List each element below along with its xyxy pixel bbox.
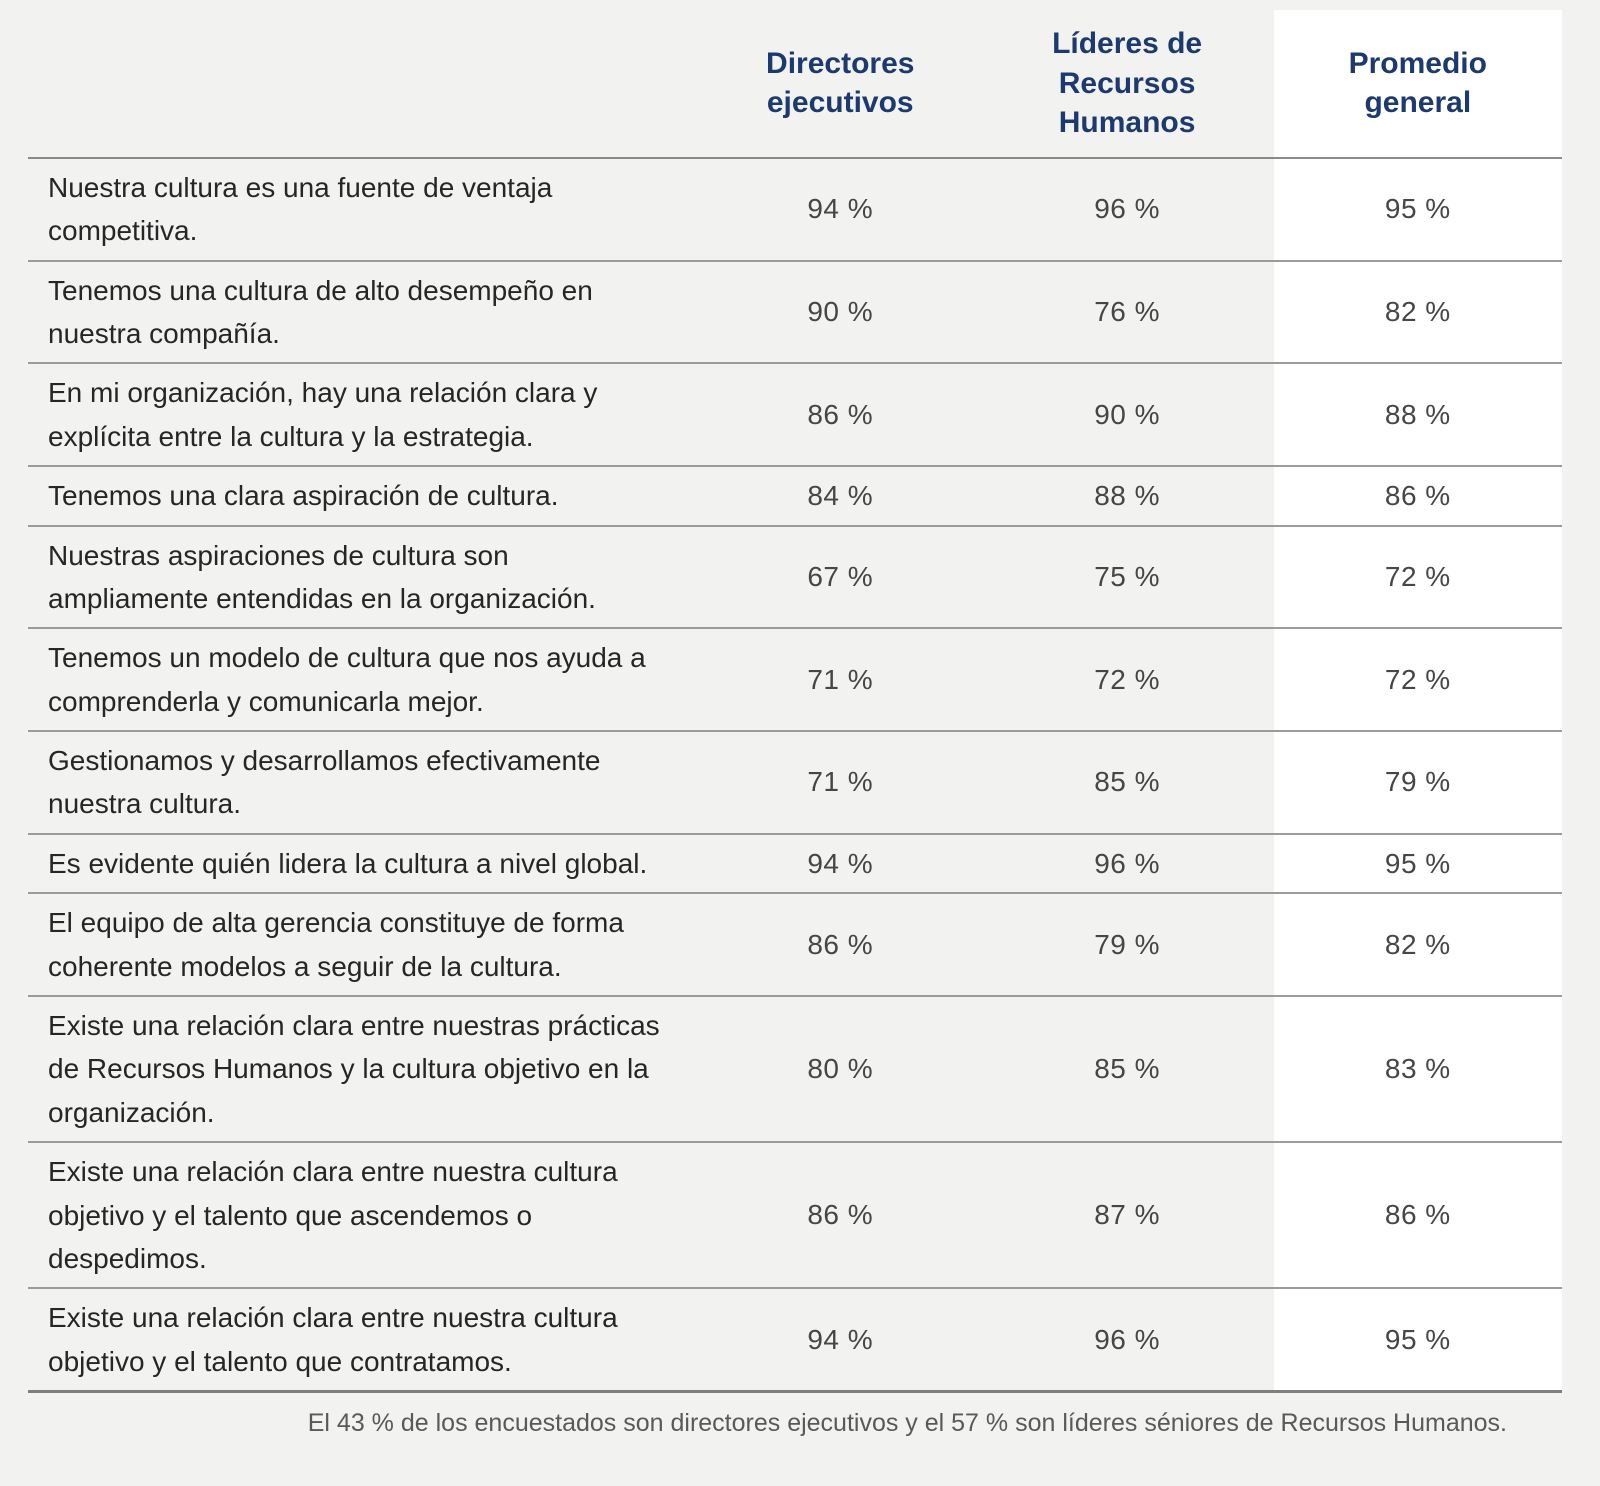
statement-cell: Es evidente quién lidera la cultura a ni…	[28, 832, 700, 894]
ceo-value-cell: 84 %	[699, 465, 981, 526]
hr-value-cell: 90 %	[980, 362, 1274, 467]
table-row: Existe una relación clara entre nuestras…	[28, 995, 1562, 1143]
column-header-statement	[28, 10, 700, 159]
table-row: El equipo de alta gerencia constituye de…	[28, 892, 1562, 997]
ceo-value-cell: 71 %	[699, 730, 981, 834]
avg-value-cell: 95 %	[1273, 832, 1562, 894]
results-table: Directores ejecutivos Líderes de Recurso…	[28, 10, 1562, 1394]
avg-value-cell: 82 %	[1273, 259, 1562, 364]
hr-value-cell: 88 %	[980, 465, 1274, 526]
avg-value-cell: 82 %	[1273, 892, 1562, 997]
avg-value-cell: 72 %	[1273, 524, 1562, 629]
table-row: Nuestras aspiraciones de cultura son amp…	[28, 524, 1562, 629]
table-row: Existe una relación clara entre nuestra …	[28, 1287, 1562, 1392]
statement-cell: El equipo de alta gerencia constituye de…	[28, 892, 700, 997]
ceo-value-cell: 86 %	[699, 892, 981, 997]
ceo-value-cell: 71 %	[699, 627, 981, 732]
column-header-lideres-rrhh: Líderes de Recursos Humanos	[980, 10, 1274, 159]
table-row: En mi organización, hay una relación cla…	[28, 362, 1562, 467]
avg-value-cell: 86 %	[1273, 465, 1562, 526]
table-row: Nuestra cultura es una fuente de ventaja…	[28, 157, 1562, 261]
avg-value-cell: 79 %	[1273, 730, 1562, 834]
hr-value-cell: 87 %	[980, 1141, 1274, 1289]
hr-value-cell: 76 %	[980, 259, 1274, 364]
ceo-value-cell: 86 %	[699, 362, 981, 467]
ceo-value-cell: 86 %	[699, 1141, 981, 1289]
avg-value-cell: 88 %	[1273, 362, 1562, 467]
hr-value-cell: 72 %	[980, 627, 1274, 732]
footnote: El 43 % de los encuestados son directore…	[307, 1409, 1507, 1438]
ceo-value-cell: 90 %	[699, 259, 981, 364]
survey-results-panel: Directores ejecutivos Líderes de Recurso…	[28, 10, 1562, 1438]
statement-cell: Existe una relación clara entre nuestra …	[28, 1287, 700, 1392]
statement-cell: Existe una relación clara entre nuestra …	[28, 1141, 700, 1289]
statement-cell: Existe una relación clara entre nuestras…	[28, 995, 700, 1143]
statement-cell: Nuestras aspiraciones de cultura son amp…	[28, 524, 700, 629]
column-header-promedio-general: Promedio general	[1273, 10, 1562, 159]
hr-value-cell: 85 %	[980, 995, 1274, 1143]
avg-value-cell: 95 %	[1273, 1287, 1562, 1392]
header-row: Directores ejecutivos Líderes de Recurso…	[28, 10, 1562, 159]
ceo-value-cell: 94 %	[699, 832, 981, 894]
avg-value-cell: 95 %	[1273, 157, 1562, 261]
statement-cell: En mi organización, hay una relación cla…	[28, 362, 700, 467]
statement-cell: Tenemos una cultura de alto desempeño en…	[28, 259, 700, 364]
hr-value-cell: 75 %	[980, 524, 1274, 629]
statement-cell: Tenemos un modelo de cultura que nos ayu…	[28, 627, 700, 732]
statement-cell: Gestionamos y desarrollamos efectivament…	[28, 730, 700, 834]
column-header-directores-ejecutivos: Directores ejecutivos	[699, 10, 981, 159]
table-row: Tenemos una cultura de alto desempeño en…	[28, 259, 1562, 364]
table-row: Tenemos un modelo de cultura que nos ayu…	[28, 627, 1562, 732]
table-row: Tenemos una clara aspiración de cultura.…	[28, 465, 1562, 526]
hr-value-cell: 79 %	[980, 892, 1274, 997]
hr-value-cell: 96 %	[980, 832, 1274, 894]
table-row: Gestionamos y desarrollamos efectivament…	[28, 730, 1562, 834]
ceo-value-cell: 94 %	[699, 1287, 981, 1392]
statement-cell: Tenemos una clara aspiración de cultura.	[28, 465, 700, 526]
avg-value-cell: 83 %	[1273, 995, 1562, 1143]
ceo-value-cell: 67 %	[699, 524, 981, 629]
table-row: Es evidente quién lidera la cultura a ni…	[28, 832, 1562, 894]
avg-value-cell: 72 %	[1273, 627, 1562, 732]
ceo-value-cell: 80 %	[699, 995, 981, 1143]
hr-value-cell: 85 %	[980, 730, 1274, 834]
hr-value-cell: 96 %	[980, 1287, 1274, 1392]
statement-cell: Nuestra cultura es una fuente de ventaja…	[48, 171, 553, 247]
avg-value-cell: 86 %	[1273, 1141, 1562, 1289]
table-row: Existe una relación clara entre nuestra …	[28, 1141, 1562, 1289]
ceo-value-cell: 94 %	[807, 193, 874, 225]
hr-value-cell: 96 %	[1094, 193, 1161, 225]
